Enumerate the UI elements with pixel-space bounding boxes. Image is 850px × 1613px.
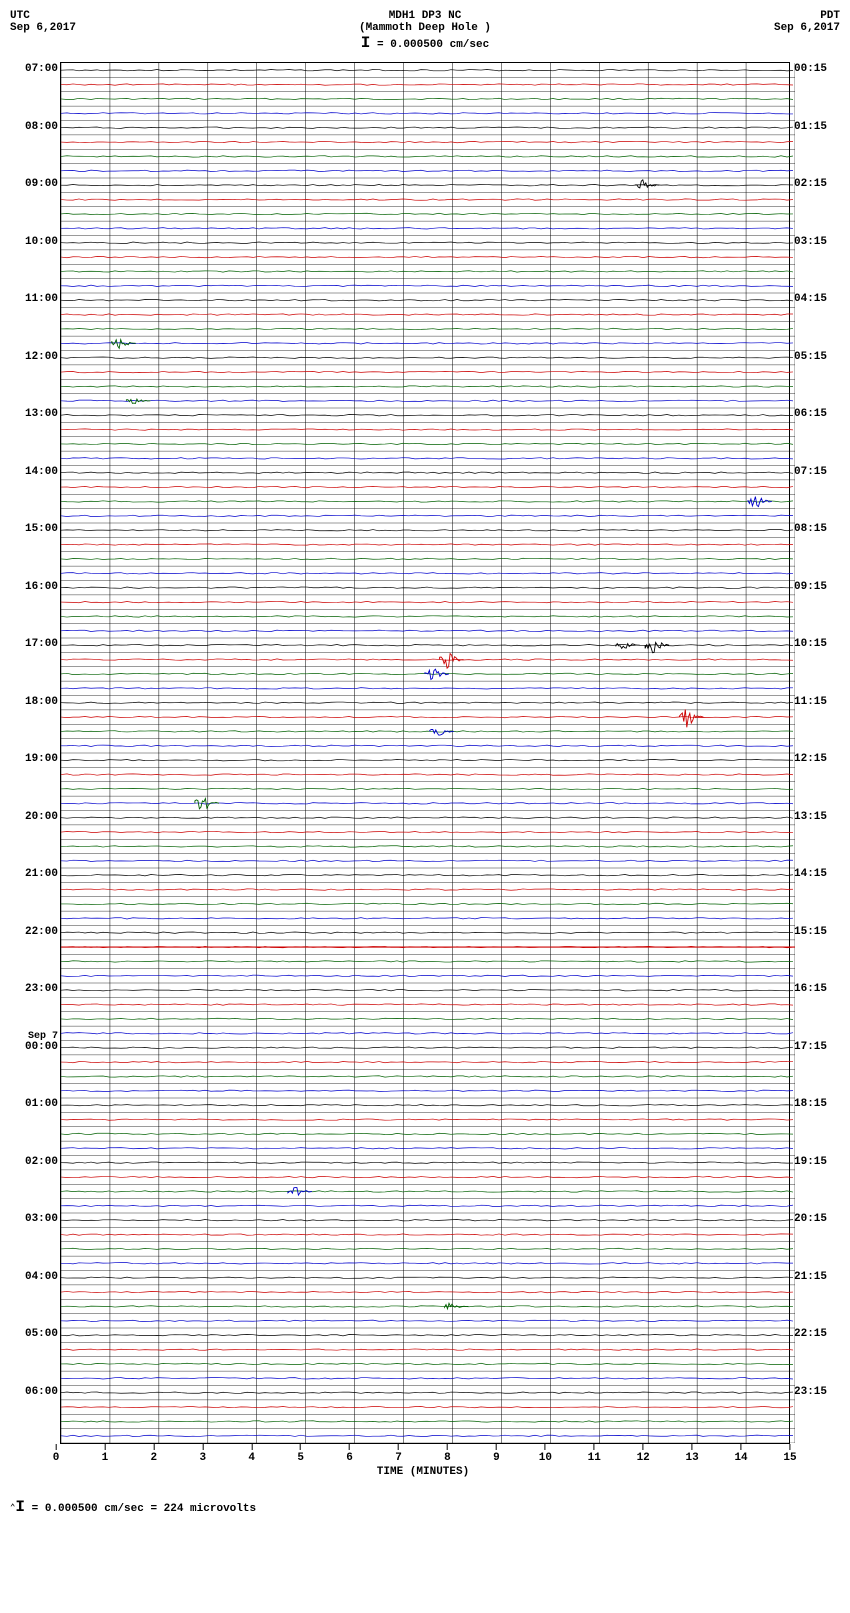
pdt-axis: 00:15 01:15 02:15 03:15 04:15 05:15 06:15 07:15… [790, 62, 840, 1442]
date-right: Sep 6,2017 [760, 22, 840, 34]
x-tick: 15 [783, 1444, 796, 1464]
pdt-hour-label: 14:15 [794, 868, 827, 880]
seismogram-plot [60, 62, 790, 1444]
scale-indicator: I = 0.000500 cm/sec [90, 34, 760, 52]
pdt-hour-label: 02:15 [794, 178, 827, 190]
pdt-hour-label: 23:15 [794, 1386, 827, 1398]
title-line2: (Mammoth Deep Hole ) [90, 22, 760, 34]
utc-hour-label: 23:00 [25, 983, 58, 995]
tz-right: PDT [760, 10, 840, 22]
pdt-hour-label: 15:15 [794, 926, 827, 938]
pdt-hour-label: 20:15 [794, 1213, 827, 1225]
date-left: Sep 6,2017 [10, 22, 90, 34]
utc-hour-label: 20:00 [25, 811, 58, 823]
x-tick: 6 [346, 1444, 353, 1464]
x-axis: TIME (MINUTES) 0123456789101112131415 [56, 1444, 790, 1484]
utc-hour-label: 07:00 [25, 63, 58, 75]
x-tick: 0 [53, 1444, 60, 1464]
title-line1: MDH1 DP3 NC [90, 10, 760, 22]
pdt-hour-label: 09:15 [794, 581, 827, 593]
utc-hour-label: 09:00 [25, 178, 58, 190]
tz-left: UTC [10, 10, 90, 22]
pdt-hour-label: 21:15 [794, 1271, 827, 1283]
utc-hour-label: 08:00 [25, 121, 58, 133]
pdt-hour-label: 04:15 [794, 293, 827, 305]
x-tick: 1 [102, 1444, 109, 1464]
pdt-hour-label: 06:15 [794, 408, 827, 420]
x-tick: 7 [395, 1444, 402, 1464]
pdt-hour-label: 10:15 [794, 638, 827, 650]
utc-hour-label: 18:00 [25, 696, 58, 708]
utc-hour-label: 00:00 [25, 1041, 58, 1053]
pdt-hour-label: 13:15 [794, 811, 827, 823]
x-tick: 8 [444, 1444, 451, 1464]
pdt-hour-label: 05:15 [794, 351, 827, 363]
utc-hour-label: 03:00 [25, 1213, 58, 1225]
utc-axis: 07:00 08:00 09:00 10:00 11:00 12:00 13:00 14:00… [10, 62, 60, 1442]
footer-scale: ⌃I = 0.000500 cm/sec = 224 microvolts [10, 1498, 840, 1516]
utc-hour-label: 11:00 [25, 293, 58, 305]
x-tick: 3 [199, 1444, 206, 1464]
x-tick: 9 [493, 1444, 500, 1464]
pdt-hour-label: 18:15 [794, 1098, 827, 1110]
pdt-hour-label: 11:15 [794, 696, 827, 708]
x-tick: 11 [588, 1444, 601, 1464]
utc-hour-label: 17:00 [25, 638, 58, 650]
pdt-hour-label: 01:15 [794, 121, 827, 133]
utc-hour-label: 19:00 [25, 753, 58, 765]
pdt-hour-label: 07:15 [794, 466, 827, 478]
utc-hour-label: 13:00 [25, 408, 58, 420]
x-tick: 4 [248, 1444, 255, 1464]
utc-hour-label: 10:00 [25, 236, 58, 248]
pdt-hour-label: 22:15 [794, 1328, 827, 1340]
x-tick: 2 [151, 1444, 158, 1464]
x-tick: 12 [637, 1444, 650, 1464]
utc-hour-label: 21:00 [25, 868, 58, 880]
utc-hour-label: 04:00 [25, 1271, 58, 1283]
utc-hour-label: 15:00 [25, 523, 58, 535]
pdt-hour-label: 03:15 [794, 236, 827, 248]
pdt-hour-label: 12:15 [794, 753, 827, 765]
pdt-hour-label: 16:15 [794, 983, 827, 995]
pdt-hour-label: 00:15 [794, 63, 827, 75]
x-tick: 13 [686, 1444, 699, 1464]
utc-hour-label: 12:00 [25, 351, 58, 363]
pdt-hour-label: 19:15 [794, 1156, 827, 1168]
pdt-hour-label: 17:15 [794, 1041, 827, 1053]
x-tick: 10 [539, 1444, 552, 1464]
utc-hour-label: 01:00 [25, 1098, 58, 1110]
x-tick: 5 [297, 1444, 304, 1464]
pdt-hour-label: 08:15 [794, 523, 827, 535]
utc-hour-label: 16:00 [25, 581, 58, 593]
x-axis-label: TIME (MINUTES) [56, 1466, 790, 1478]
utc-hour-label: 05:00 [25, 1328, 58, 1340]
utc-hour-label: 06:00 [25, 1386, 58, 1398]
utc-hour-label: 02:00 [25, 1156, 58, 1168]
x-tick: 14 [734, 1444, 747, 1464]
utc-hour-label: 22:00 [25, 926, 58, 938]
utc-hour-label: 14:00 [25, 466, 58, 478]
